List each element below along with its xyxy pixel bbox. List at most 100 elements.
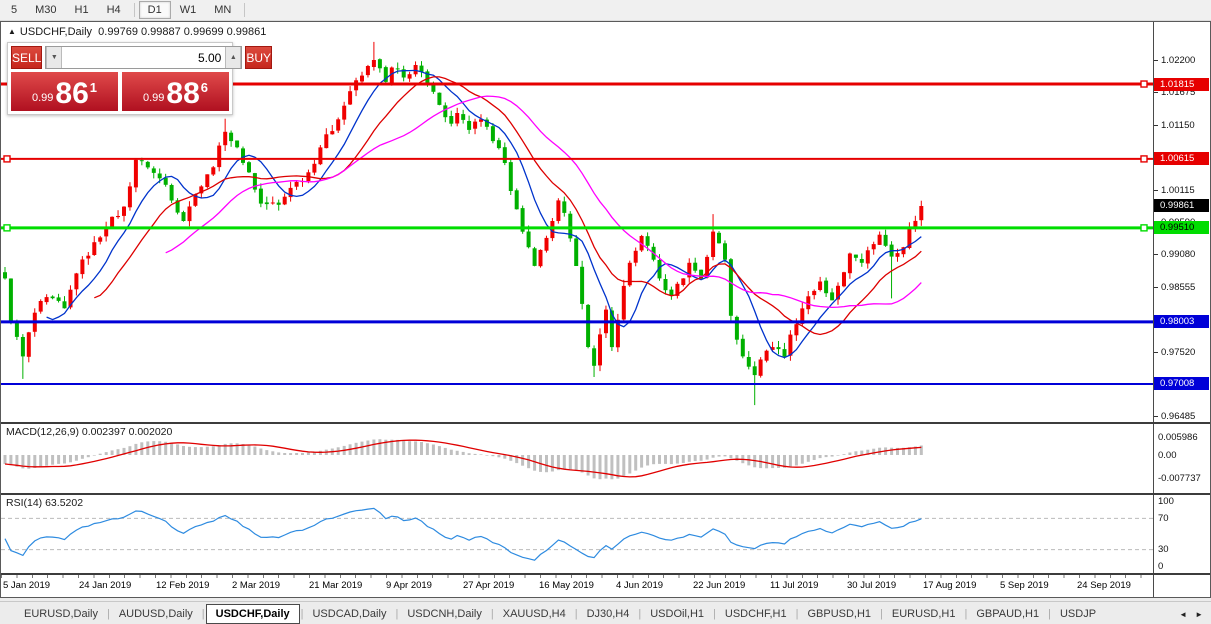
macd-pane[interactable]: MACD(12,26,9) 0.002397 0.002020: [1, 424, 1153, 493]
price-chart-pane[interactable]: ▲ USDCHF,Daily 0.99769 0.99887 0.99699 0.…: [1, 22, 1153, 422]
price-tick: 0.97520: [1154, 347, 1195, 358]
timeframe-toolbar: 5 M30 H1 H4 D1 W1 MN: [0, 0, 1211, 21]
price-level-badge: 0.99510: [1154, 221, 1209, 235]
price-axis: 1.022001.016751.011501.001150.995900.990…: [1153, 22, 1210, 422]
chart-tab-overflow[interactable]: USDJP: [1059, 608, 1097, 620]
sell-button[interactable]: SELL: [11, 46, 43, 69]
chart-tab-dj30-h4[interactable]: DJ30,H4: [586, 608, 630, 620]
macd-label: MACD(12,26,9) 0.002397 0.002020: [6, 426, 173, 438]
toolbar-separator: [244, 3, 246, 17]
tab-separator: |: [638, 608, 642, 620]
date-label: 30 Jul 2019: [847, 580, 897, 591]
pane-separator[interactable]: [1, 493, 1210, 495]
chart-tab-usdoil-h1[interactable]: USDOil,H1: [650, 608, 705, 620]
price-tick: 0.96485: [1154, 411, 1195, 422]
price-tick: 0.99080: [1154, 249, 1195, 260]
date-label: 21 Mar 2019: [309, 580, 363, 591]
timeframe-button-h4[interactable]: H4: [98, 1, 130, 19]
price-level-badge: 1.00615: [1154, 152, 1209, 166]
date-label: 11 Jul 2019: [770, 580, 819, 591]
rsi-pane[interactable]: RSI(14) 63.5202: [1, 495, 1153, 573]
date-label: 24 Jan 2019: [79, 580, 132, 591]
date-label: 2 Mar 2019: [232, 580, 281, 591]
date-label: 9 Apr 2019: [386, 580, 432, 591]
macd-chart: [3, 439, 923, 480]
chart-tab-usdcad-daily[interactable]: USDCAD,Daily: [312, 608, 387, 620]
date-label: 22 Jun 2019: [693, 580, 746, 591]
date-label: 5 Sep 2019: [1000, 580, 1049, 591]
chart-title: ▲ USDCHF,Daily 0.99769 0.99887 0.99699 0.…: [8, 26, 266, 38]
collapse-arrow-icon[interactable]: ▲: [8, 27, 16, 36]
tab-separator: |: [574, 608, 578, 620]
rsi-axis-label: 30: [1158, 544, 1169, 556]
chart-ohlc-values: 0.99769 0.99887 0.99699 0.99861: [98, 26, 267, 38]
timeframe-button-w1[interactable]: W1: [171, 1, 206, 19]
chart-tab-usdcnh-daily[interactable]: USDCNH,Daily: [407, 608, 482, 620]
chart-tab-eurusd-h1[interactable]: EURUSD,H1: [891, 608, 956, 620]
chart-tab-gbpusd-h1[interactable]: GBPUSD,H1: [807, 608, 872, 620]
timeframe-button-m30[interactable]: M30: [26, 1, 65, 19]
date-label: 12 Feb 2019: [156, 580, 210, 591]
tab-separator: |: [300, 608, 304, 620]
tab-scroll-controls: ◄ ►: [1175, 608, 1211, 621]
price-tick: 1.01675: [1154, 87, 1195, 98]
price-level-badge: 0.98003: [1154, 315, 1209, 329]
price-level-badge: 1.01815: [1154, 77, 1209, 91]
price-tick: 1.02200: [1154, 55, 1195, 66]
rsi-axis-label: 70: [1158, 512, 1169, 524]
buy-price-pip: 6: [200, 80, 209, 95]
candlestick-chart: [1, 41, 1153, 406]
tab-separator: |: [201, 608, 205, 620]
rsi-chart: [1, 507, 1153, 561]
one-click-trading-panel: SELL ▼ ▲ BUY 0.99 86 1 0.99: [7, 42, 273, 115]
date-label: 5 Jan 2019: [3, 580, 51, 591]
tab-separator: |: [880, 608, 883, 620]
tab-scroll-left-icon[interactable]: ◄: [1175, 608, 1191, 621]
date-label: 16 May 2019: [539, 580, 594, 591]
sell-price-prefix: 0.99: [31, 92, 54, 104]
price-level-badge: 0.99861: [1154, 199, 1209, 213]
macd-axis-label: 0.005986: [1158, 431, 1198, 443]
tab-separator: |: [713, 608, 716, 620]
toolbar-separator: [133, 3, 135, 17]
rsi-label: RSI(14) 63.5202: [6, 497, 84, 509]
triangle-up-icon: ▲: [229, 54, 237, 61]
tab-scroll-right-icon[interactable]: ►: [1191, 608, 1207, 621]
date-label: 4 Jun 2019: [616, 580, 664, 591]
chart-tab-xauusd-h4[interactable]: XAUUSD,H4: [502, 608, 566, 620]
tab-separator: |: [964, 608, 968, 620]
rsi-axis: 100 70 30 0: [1153, 495, 1210, 573]
volume-input[interactable]: [62, 47, 226, 68]
pane-separator[interactable]: [1, 422, 1210, 424]
chart-tab-usdchf-daily[interactable]: USDCHF,Daily: [205, 604, 300, 624]
chart-tab-eurusd-daily[interactable]: EURUSD,Daily: [24, 608, 98, 620]
tab-separator: |: [395, 608, 399, 620]
sell-price-button[interactable]: 0.99 86 1: [11, 72, 118, 111]
chart-symbol: USDCHF,Daily: [19, 26, 93, 38]
chart-tab-usdchf-h1[interactable]: USDCHF,H1: [724, 608, 787, 620]
macd-axis-label: 0.00: [1158, 449, 1177, 461]
date-label: 17 Aug 2019: [923, 580, 977, 591]
chart-tab-gbpaud-h1[interactable]: GBPAUD,H1: [976, 608, 1040, 620]
volume-stepper: ▼ ▲: [45, 46, 243, 69]
timeframe-button-5[interactable]: 5: [2, 1, 26, 19]
buy-price-button[interactable]: 0.99 88 6: [122, 72, 229, 111]
buy-price-big-digits: 88: [166, 77, 200, 110]
timeframe-button-mn[interactable]: MN: [205, 1, 240, 19]
date-label: 27 Apr 2019: [463, 580, 515, 591]
buy-button[interactable]: BUY: [245, 46, 273, 69]
tab-separator: |: [490, 608, 494, 620]
timeframe-button-d1[interactable]: D1: [138, 1, 171, 19]
chart-tab-bar: EURUSD,Daily | AUDUSD,Daily | USDCHF,Daily | U…: [0, 601, 1211, 624]
pane-separator[interactable]: [1, 573, 1210, 575]
chart-tab-audusd-daily[interactable]: AUDUSD,Daily: [118, 608, 193, 620]
rsi-axis-label: 0: [1158, 561, 1164, 572]
rsi-axis-label: 100: [1158, 496, 1174, 507]
price-tick: 0.98555: [1154, 282, 1195, 293]
macd-axis-label: -0.007737: [1158, 472, 1201, 484]
volume-decrease-button[interactable]: ▼: [46, 47, 63, 68]
price-tick: 1.00115: [1154, 185, 1195, 196]
tab-separator: |: [1048, 608, 1051, 620]
volume-increase-button[interactable]: ▲: [225, 47, 242, 68]
timeframe-button-h1[interactable]: H1: [66, 1, 98, 19]
